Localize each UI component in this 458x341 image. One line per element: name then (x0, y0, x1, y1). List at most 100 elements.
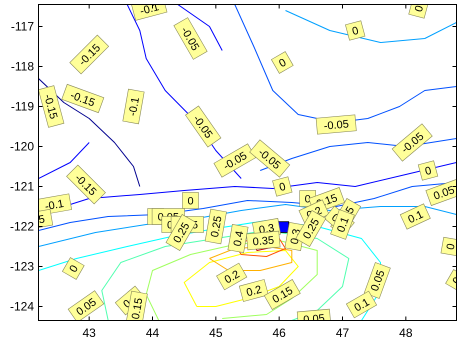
contour-label: 0 (272, 176, 293, 197)
y-axis: -117 -118 -119 -120 -121 -122 -123 -124 (10, 20, 457, 314)
x-tick-label: 44 (146, 326, 160, 340)
contour-label: 0.1 (399, 203, 431, 230)
contour-label-text: -0.1 (127, 96, 142, 117)
contour-label-text: 0.1 (335, 216, 352, 234)
contour-line-0 (38, 204, 457, 247)
contour-label-box (417, 160, 439, 181)
contour-line-neg0p1 (38, 142, 90, 179)
y-tick-label: -122 (10, 220, 34, 234)
contour-label: -0.05 (315, 114, 357, 135)
contour-label-text: -0.05 (323, 118, 349, 132)
contour-label-box (125, 290, 148, 321)
contour-label-text: 0.25 (209, 215, 225, 238)
contour-label-box (246, 230, 281, 251)
x-tick-label: 48 (399, 326, 413, 340)
contour-labels: -0.1 0-0.15-0.05 00-0.15 -0.15 -0.1-0.05 -0.0… (19, 4, 458, 327)
contour-label-box (227, 224, 249, 253)
y-tick-label: -118 (11, 60, 34, 74)
contour-label-box (61, 257, 85, 280)
contour-label-box (408, 4, 429, 19)
contour-label: 0 (61, 257, 85, 280)
contour-label-box (165, 214, 197, 251)
contour-label-box (263, 279, 301, 310)
contour-label-box (131, 4, 168, 21)
contour-label: 0.25 (295, 210, 327, 247)
y-tick-label: -123 (10, 260, 34, 274)
contour-label: 0.4 (227, 224, 249, 253)
contour-label-text: 0 (278, 181, 287, 194)
contour-label-box (425, 179, 457, 206)
contour-label-text: 0 (351, 25, 360, 38)
contour-label-box (67, 290, 105, 321)
y-tick-label: -124 (10, 300, 34, 314)
contour-label: -0.15 (61, 83, 105, 114)
x-tick-label: 45 (209, 326, 223, 340)
contour-label-box (38, 85, 65, 128)
contour-label: 0.25 (204, 208, 227, 245)
contour-label-text: 0 (451, 275, 458, 286)
contour-label-box (345, 20, 366, 41)
contour-label-text: 0 (187, 196, 193, 208)
contour-label: 0.05 (363, 262, 391, 299)
contour-label-text: 0.2 (245, 284, 263, 300)
contour-label: -0.1 (131, 4, 168, 21)
contour-label-box (204, 208, 227, 245)
contour-label-box (185, 105, 222, 148)
contour-line-neg0p05 (38, 182, 457, 231)
contour-label-box (249, 139, 291, 178)
contour-line-neg0p15 (38, 78, 141, 187)
contour-label: 0.05 (296, 308, 332, 327)
contour-label-box (69, 34, 110, 75)
contour-label-box (182, 192, 199, 209)
contour-label: 0.05 (425, 179, 457, 206)
contour-label: 0 (417, 160, 439, 181)
contour-label-box (173, 17, 208, 60)
contour-label-text: -0.05 (19, 213, 46, 229)
contour-label-text: 0.4 (232, 230, 246, 247)
contour-label-box (345, 290, 378, 319)
contour-line-neg0p1 (177, 4, 223, 51)
contour-label-text: 0 (277, 57, 288, 70)
contour-label-box (216, 262, 248, 291)
y-tick-label: -119 (11, 100, 34, 114)
contour-label: 0.15 (125, 290, 148, 321)
y-tick-label: -121 (10, 180, 34, 194)
contour-label: 0.35 (246, 230, 281, 251)
contour-label-text: 0.35 (252, 235, 274, 249)
y-tick-label: -117 (11, 20, 34, 34)
contour-label: 0 (182, 192, 199, 209)
contour-label-text: 0.05 (303, 313, 325, 327)
contour-label-box (315, 114, 357, 135)
contour-label-text: 0 (67, 263, 80, 274)
contour-label-box (122, 88, 145, 125)
contour-label: 0 (408, 4, 429, 19)
contour-label-box (363, 262, 391, 299)
contour-label-box (391, 123, 433, 162)
contour-line-neg0p1 (51, 162, 457, 211)
contour-label-text: 0 (305, 194, 311, 206)
contour-line-0 (285, 10, 457, 43)
contour-label-text: 0.15 (130, 297, 146, 320)
contour-line-neg0p1 (126, 4, 242, 179)
contour-label: 0 (440, 236, 457, 257)
contour-label-box (272, 176, 293, 197)
contour-label-box (295, 210, 327, 247)
contour-label-box (270, 51, 294, 74)
contour-label-box (66, 164, 106, 205)
x-tick-label: 47 (336, 326, 350, 340)
contour-label: 0.2 (216, 262, 248, 291)
contour-label: 0 (270, 51, 294, 74)
contour-label: 0.1 (345, 290, 378, 319)
x-axis: 43 44 45 46 47 48 (82, 4, 413, 340)
contour-label-text: 0.1 (406, 209, 425, 226)
contour-label-box (61, 83, 105, 114)
contour-label-box (440, 236, 457, 257)
axes-frame (38, 4, 457, 321)
contour-label-box (445, 269, 457, 292)
x-tick-label: 46 (272, 326, 286, 340)
contour-label: 0 (345, 20, 366, 41)
contour-label-box (238, 279, 269, 302)
contour-label-text: 0 (424, 165, 433, 178)
contour-label: -0.15 (38, 85, 65, 128)
